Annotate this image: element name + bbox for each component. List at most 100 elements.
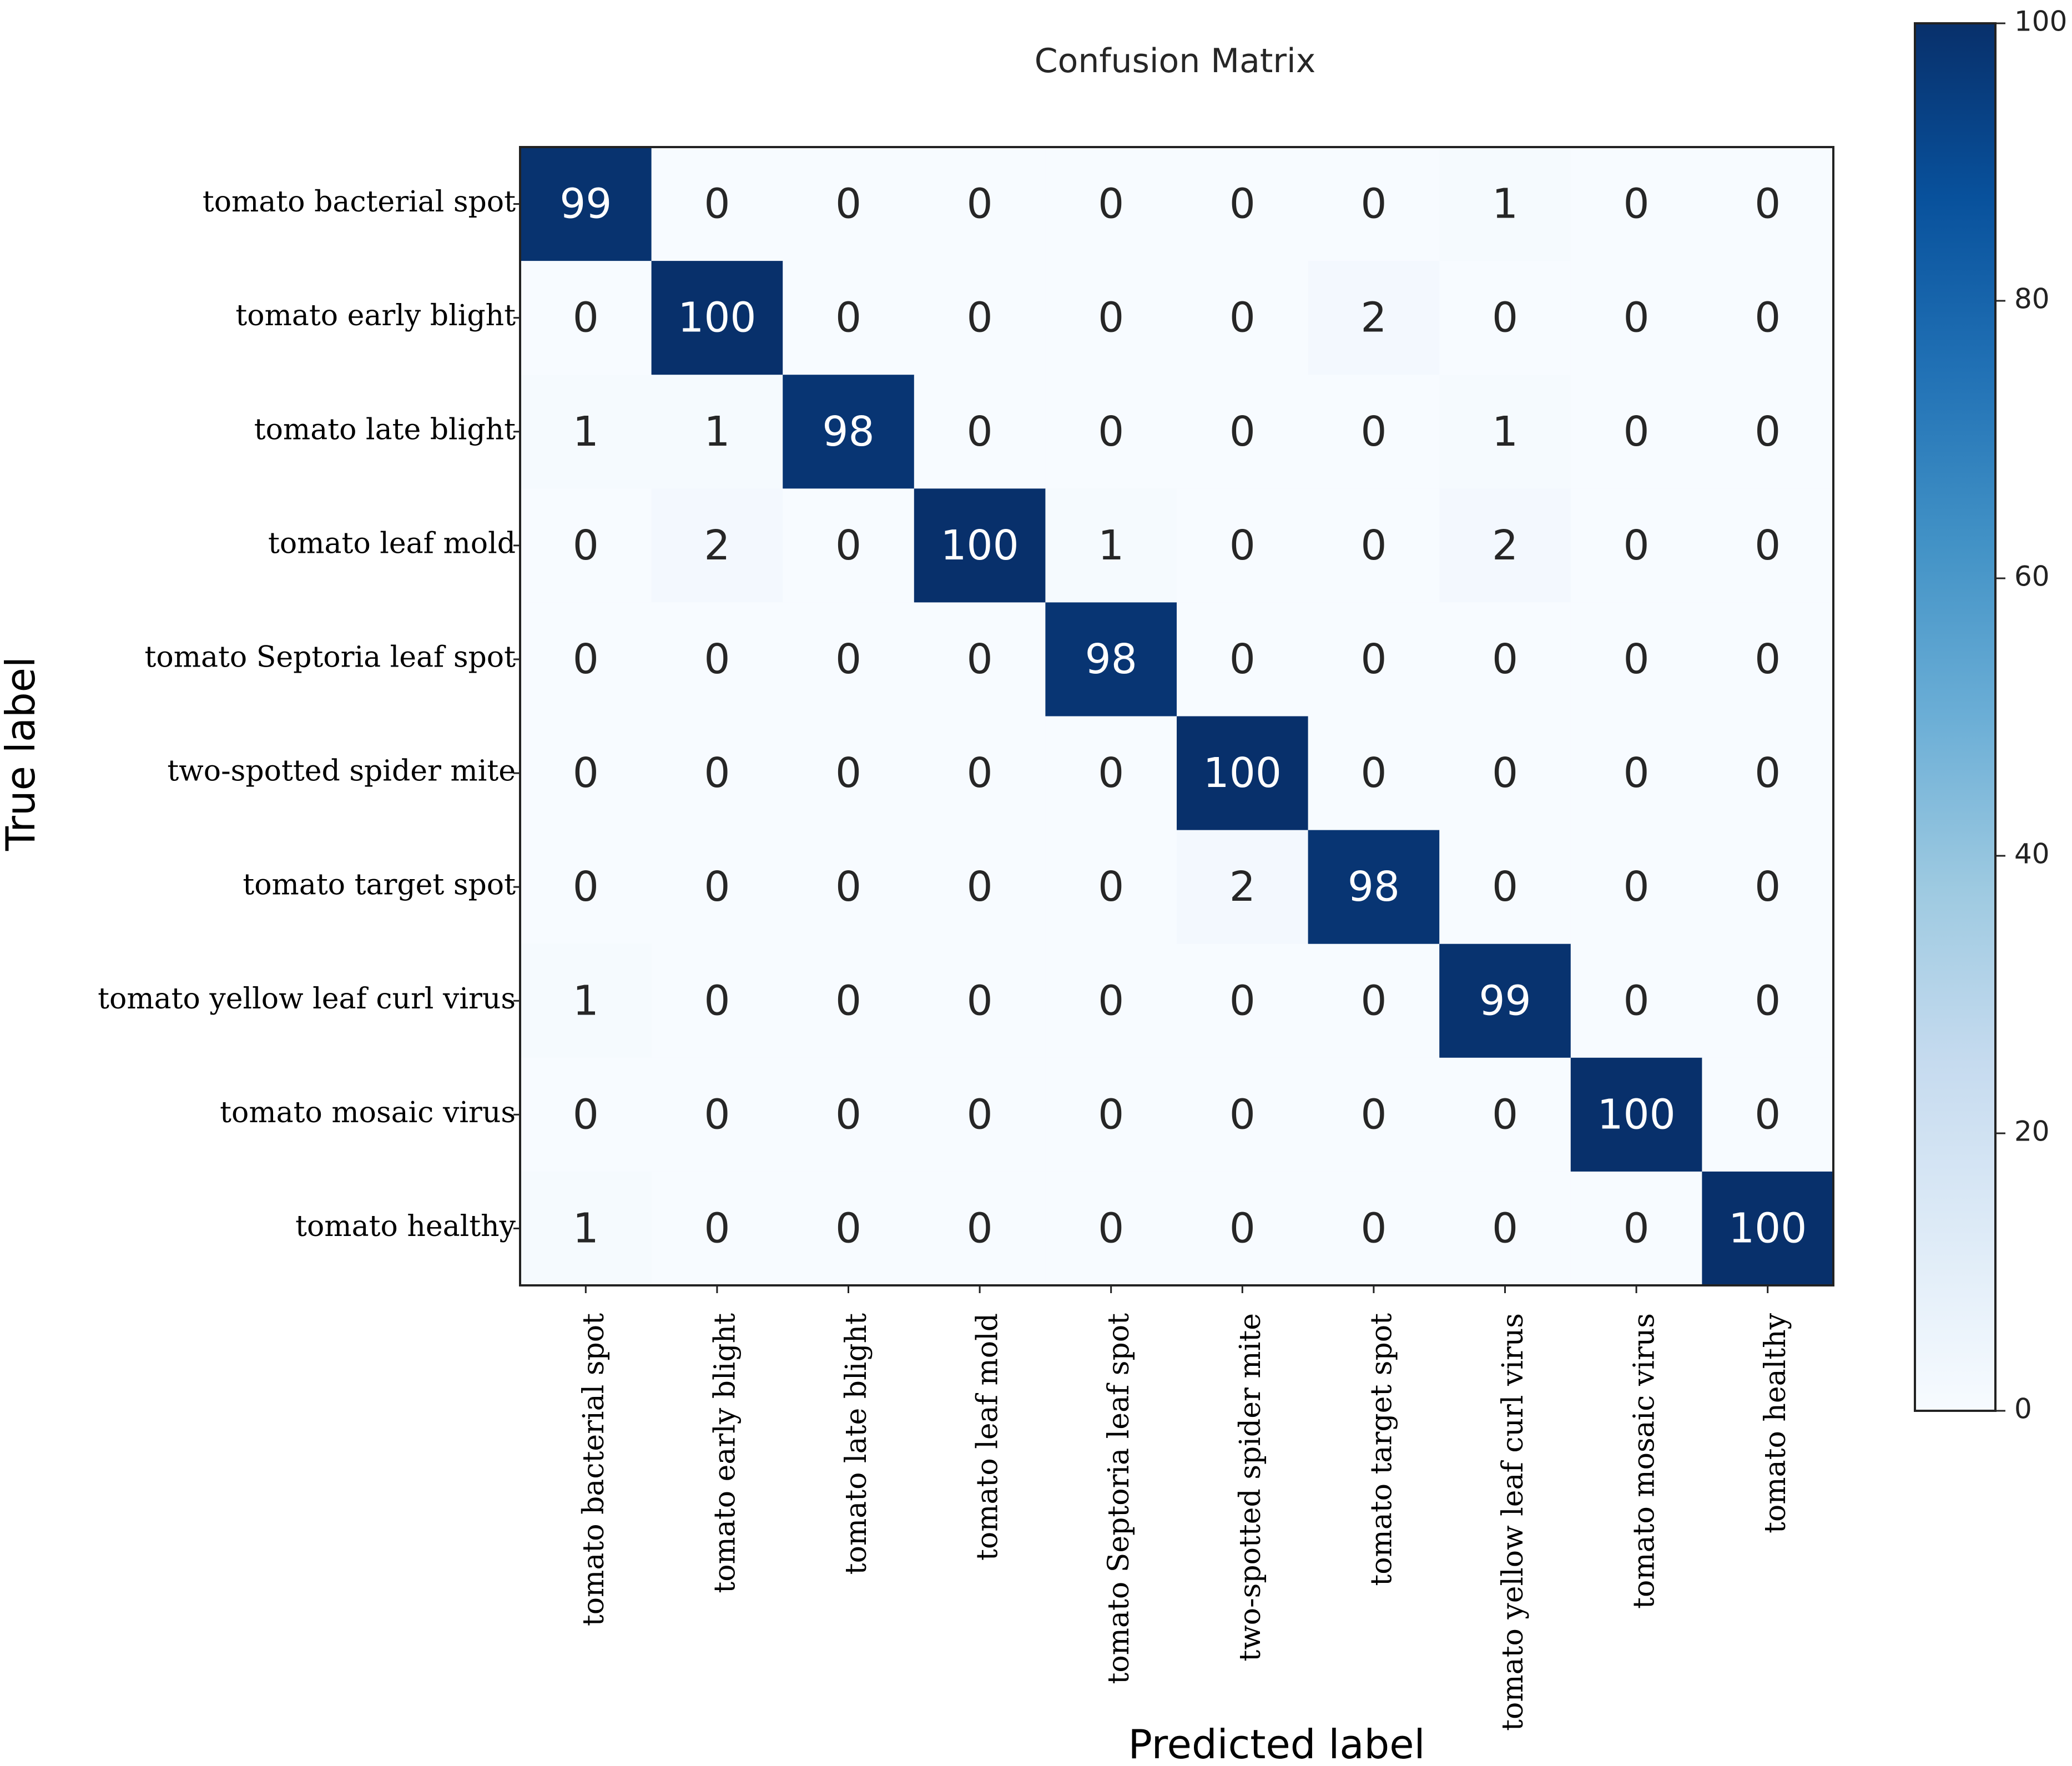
cell-value-label: 0 <box>704 1204 730 1252</box>
x-tick-label: tomato target spot <box>1365 1313 1398 1586</box>
cell-value-label: 0 <box>1624 180 1650 228</box>
cell-value-label: 0 <box>1755 635 1781 683</box>
cell-value-label: 0 <box>1624 863 1650 911</box>
heatmap-cell <box>1045 147 1177 261</box>
heatmap-cell <box>1439 488 1571 603</box>
cell-value-label: 0 <box>1492 635 1518 683</box>
cell-value-label: 0 <box>1360 635 1387 683</box>
x-tick-label: tomato leaf mold <box>971 1313 1005 1561</box>
cell-value-label: 0 <box>704 180 730 228</box>
cell-value-label: 0 <box>1755 180 1781 228</box>
y-tick-label: tomato leaf mold <box>268 527 516 560</box>
heatmap-cell <box>1439 943 1571 1058</box>
y-tick-label: tomato late blight <box>254 413 516 446</box>
heatmap-cell <box>1702 375 1834 489</box>
heatmap-cell <box>1308 375 1440 489</box>
colorbar-tick-label: 40 <box>2014 838 2050 870</box>
cell-value-label: 0 <box>1755 977 1781 1025</box>
cell-value-label: 0 <box>835 977 861 1025</box>
heatmap-cell <box>1570 716 1702 831</box>
heatmap-cell <box>651 602 783 717</box>
heatmap-cell <box>1439 147 1571 261</box>
y-tick-label: two-spotted spider mite <box>167 755 516 788</box>
cell-value-label: 0 <box>835 180 861 228</box>
cell-value-label: 0 <box>704 749 730 797</box>
cell-value-label: 1 <box>1492 180 1518 228</box>
heatmap-cell <box>651 943 783 1058</box>
cell-value-label: 1 <box>573 1204 599 1252</box>
x-tick-label: two-spotted spider mite <box>1234 1313 1267 1662</box>
heatmap-cell <box>520 261 652 375</box>
y-tick-label: tomato healthy <box>295 1210 516 1243</box>
heatmap-cell <box>651 147 783 261</box>
x-tick-label: tomato bacterial spot <box>577 1313 611 1626</box>
cell-value-label: 0 <box>1098 408 1124 456</box>
heatmap-cell <box>1702 147 1834 261</box>
heatmap-cell <box>783 147 915 261</box>
heatmap-cell <box>1702 1057 1834 1172</box>
heatmap-cell <box>520 716 652 831</box>
heatmap-cell <box>1177 375 1309 489</box>
cell-value-label: 1 <box>1098 522 1124 569</box>
cell-value-label: 0 <box>1098 749 1124 797</box>
x-axis-title: Predicted label <box>1128 1721 1425 1766</box>
colorbar-tick-label: 60 <box>2014 561 2050 593</box>
cell-value-label: 0 <box>967 180 993 228</box>
heatmap-cell <box>520 602 652 717</box>
cell-value-label: 0 <box>1098 1204 1124 1252</box>
cell-value-label: 0 <box>835 1091 861 1138</box>
heatmap-cell <box>1177 1057 1309 1172</box>
cell-value-label: 0 <box>1755 294 1781 342</box>
heatmap-cell <box>651 1171 783 1286</box>
heatmap-cell <box>651 488 783 603</box>
cell-value-label: 0 <box>704 635 730 683</box>
heatmap-cell <box>1702 830 1834 945</box>
heatmap-cell <box>1177 943 1309 1058</box>
cell-value-label: 100 <box>1597 1091 1675 1138</box>
x-tick-label: tomato mosaic virus <box>1628 1313 1661 1609</box>
heatmap-cell <box>1177 830 1309 945</box>
heatmap-cell <box>783 716 915 831</box>
cell-value-label: 0 <box>1229 1091 1256 1138</box>
heatmap-cell <box>783 261 915 375</box>
x-axis-ticks: tomato bacterial spot tomato early blight… <box>577 1285 1792 1731</box>
heatmap-cell <box>1045 602 1177 717</box>
heatmap-cell <box>1045 1171 1177 1286</box>
heatmap-cell <box>1570 147 1702 261</box>
cell-value-label: 0 <box>1229 180 1256 228</box>
heatmap-cell <box>520 1171 652 1286</box>
heatmap-cell <box>1045 488 1177 603</box>
cell-value-label: 0 <box>1229 977 1256 1025</box>
y-tick-label: tomato Septoria leaf spot <box>144 640 516 674</box>
heatmap-cell <box>1702 943 1834 1058</box>
cell-value-label: 0 <box>1098 863 1124 911</box>
heatmap-cell <box>1045 261 1177 375</box>
cell-value-label: 0 <box>704 1091 730 1138</box>
y-tick-label: tomato yellow leaf curl virus <box>98 982 516 1016</box>
cell-value-label: 0 <box>1492 294 1518 342</box>
heatmap-cell <box>1177 488 1309 603</box>
heatmap-cell <box>1308 147 1440 261</box>
cell-value-label: 0 <box>1492 1204 1518 1252</box>
cell-value-label: 1 <box>704 408 730 456</box>
heatmap-cell <box>1308 261 1440 375</box>
cell-value-label: 0 <box>1755 408 1781 456</box>
heatmap-cell <box>1045 1057 1177 1172</box>
cell-value-label: 98 <box>1085 635 1137 683</box>
colorbar <box>1914 22 1997 1412</box>
heatmap-cell <box>914 943 1046 1058</box>
cell-value-label: 0 <box>967 635 993 683</box>
heatmap-cell <box>1570 943 1702 1058</box>
cell-value-label: 0 <box>1098 977 1124 1025</box>
cell-value-labels: 99 0 0 0 0 0 0 1 0 00 100 0 0 0 0 2 0 0 01 1 98 0 0 0 0 1 0 00 2 0 100… <box>559 180 1807 1253</box>
cell-value-label: 1 <box>1492 408 1518 456</box>
cell-value-label: 2 <box>704 522 730 569</box>
cell-value-label: 0 <box>1492 863 1518 911</box>
heatmap-cell <box>1308 943 1440 1058</box>
cell-value-label: 0 <box>1360 180 1387 228</box>
heatmap-cell <box>783 602 915 717</box>
cell-value-label: 0 <box>1360 408 1387 456</box>
heatmap-cell <box>651 830 783 945</box>
heatmap-cell <box>1308 602 1440 717</box>
cell-value-label: 0 <box>704 977 730 1025</box>
